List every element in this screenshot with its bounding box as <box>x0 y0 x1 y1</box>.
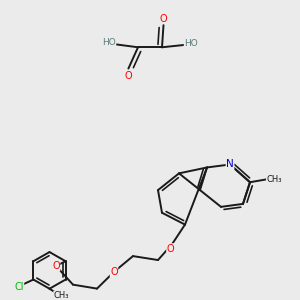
Text: HO: HO <box>184 39 198 48</box>
Text: Cl: Cl <box>14 282 24 292</box>
Text: O: O <box>52 261 60 271</box>
Text: N: N <box>226 160 234 170</box>
Text: O: O <box>160 14 167 24</box>
Text: O: O <box>167 244 174 254</box>
Text: O: O <box>124 71 132 81</box>
Text: O: O <box>110 267 118 277</box>
Text: CH₃: CH₃ <box>54 291 69 300</box>
Text: CH₃: CH₃ <box>266 175 282 184</box>
Text: HO: HO <box>102 38 116 47</box>
